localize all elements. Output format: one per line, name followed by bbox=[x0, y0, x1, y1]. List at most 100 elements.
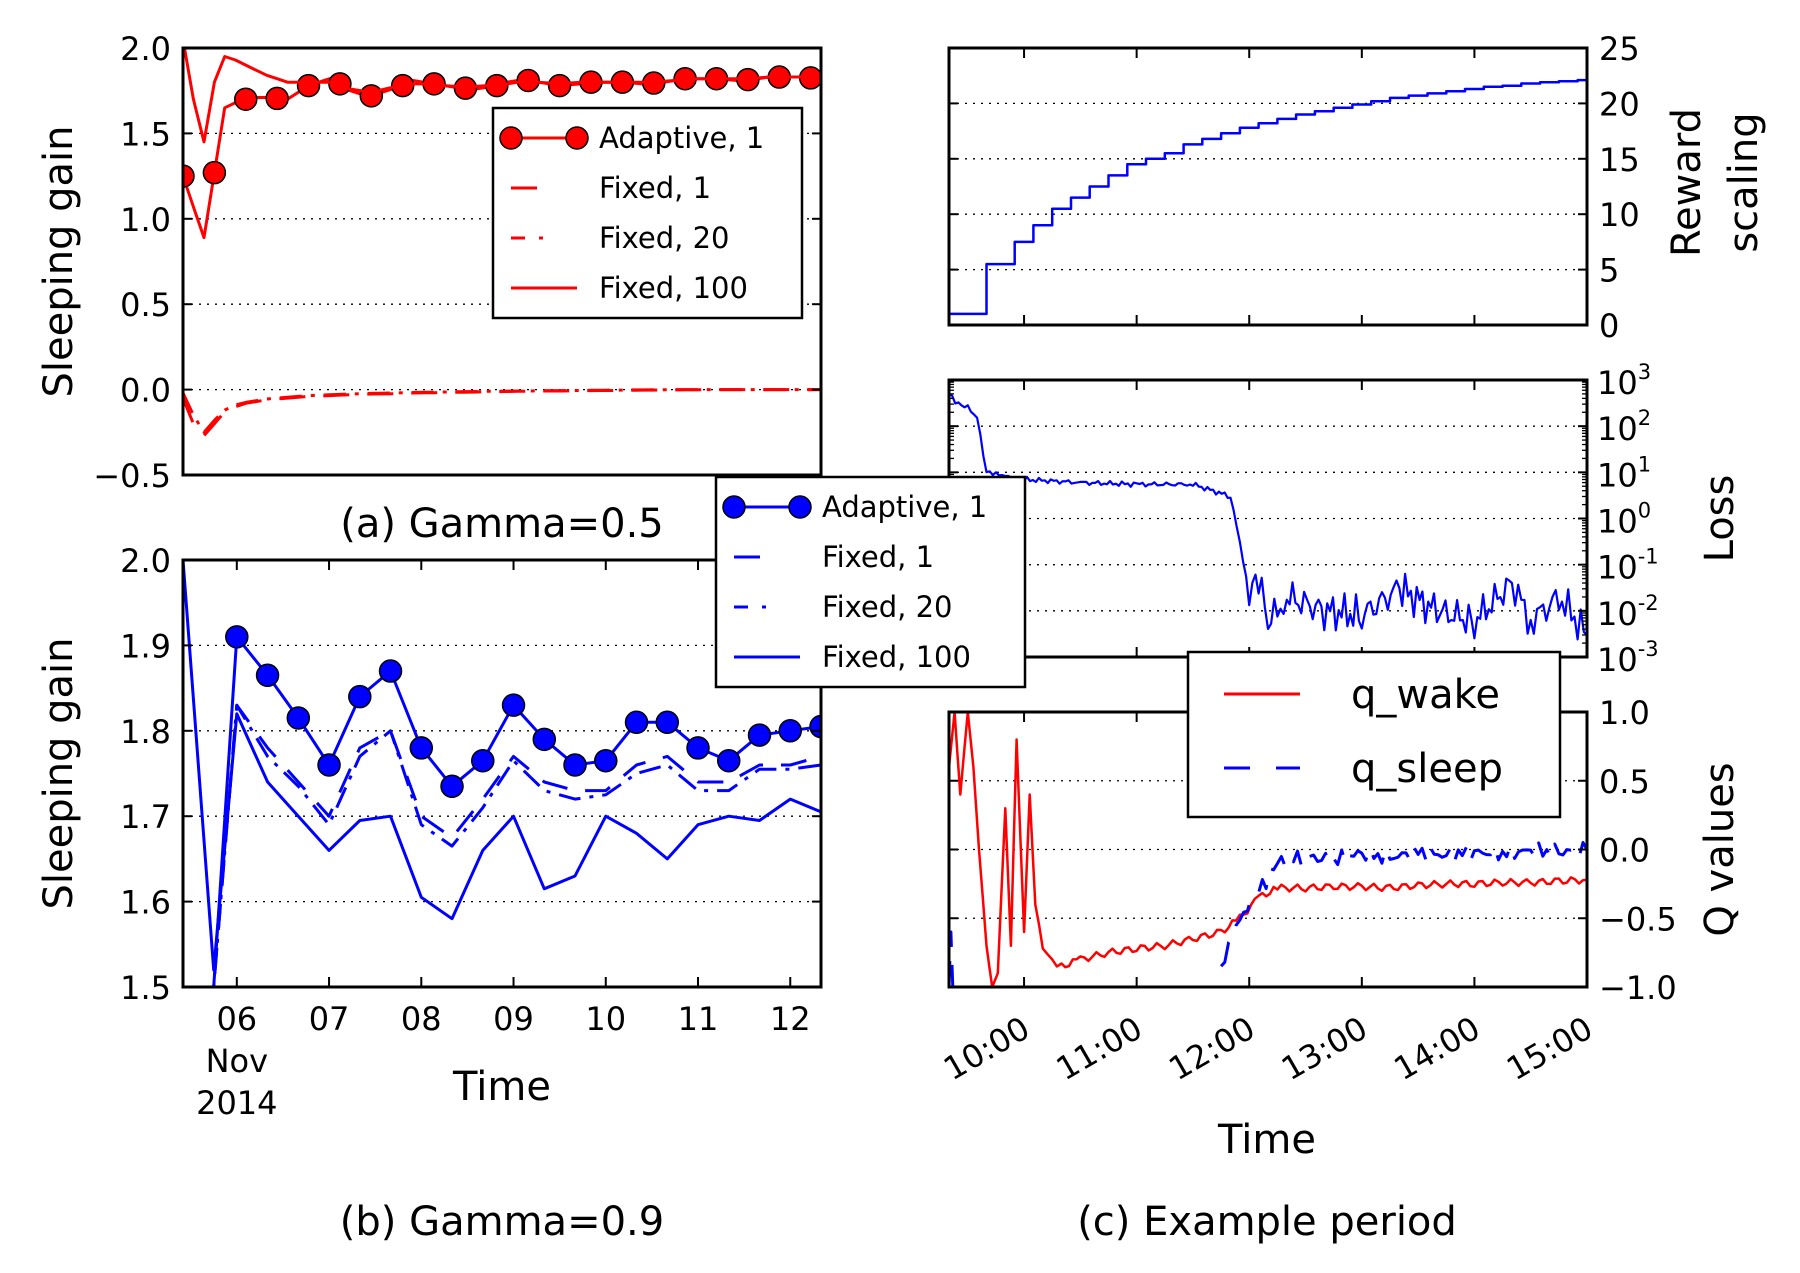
series-b-marker bbox=[409, 736, 434, 760]
series-a-marker bbox=[328, 72, 352, 96]
series-a-marker bbox=[359, 84, 384, 108]
series-b-marker bbox=[778, 719, 803, 743]
legend-a-box bbox=[491, 106, 804, 320]
ytick-label-c3: −0.5 bbox=[1599, 900, 1677, 938]
ytick-label-c1: 25 bbox=[1599, 30, 1640, 68]
xtick-label-b: 10 bbox=[585, 1000, 626, 1038]
series-b-marker bbox=[225, 625, 249, 649]
legend-a-marker bbox=[499, 126, 523, 150]
series-c1-reward-line bbox=[949, 78, 1587, 316]
ytick-label-c1: 10 bbox=[1599, 196, 1640, 234]
ytick-label-c2-exponent: 2 bbox=[1638, 406, 1651, 430]
legend-layer: Adaptive, 1 Fixed, 1 Fixed, 20 Fixed, 100 Ad… bbox=[491, 106, 1562, 819]
ytick-label-a: 0.0 bbox=[120, 372, 171, 410]
series-a-line-2 bbox=[183, 388, 821, 434]
ylabel-c2: Loss bbox=[1697, 475, 1743, 563]
ytick-label-c2-exponent: 1 bbox=[1638, 452, 1651, 476]
xlabel-b: Time bbox=[452, 1064, 551, 1110]
series-c2-loss-line bbox=[949, 392, 1587, 641]
ytick-label-c3: −1.0 bbox=[1599, 969, 1677, 1007]
ytick-label-c1: 15 bbox=[1599, 141, 1640, 179]
ytick-label-b: 1.9 bbox=[120, 627, 171, 665]
ylabel-c1-line1: Reward bbox=[1664, 108, 1710, 257]
series-b-marker bbox=[440, 774, 464, 799]
ytick-label-a: −0.5 bbox=[93, 457, 171, 495]
legend-a-label-1: Fixed, 1 bbox=[599, 171, 711, 205]
series-b-marker bbox=[624, 710, 649, 735]
series-b-marker bbox=[471, 748, 495, 773]
ytick-label-b: 1.6 bbox=[120, 884, 171, 922]
series-b-marker bbox=[563, 753, 587, 777]
xtick-label-b: 07 bbox=[309, 1000, 350, 1038]
ytick-label-c2: 101 bbox=[1597, 452, 1651, 494]
series-a-marker bbox=[453, 76, 478, 100]
ytick-label-c2: 103 bbox=[1597, 360, 1651, 402]
ytick-label-c2: 10-3 bbox=[1597, 637, 1659, 679]
caption-a: (a) Gamma=0.5 bbox=[340, 501, 664, 547]
series-a-marker bbox=[265, 86, 289, 111]
ytick-label-c2-exponent: -1 bbox=[1638, 545, 1659, 569]
axes-c1-frame bbox=[947, 46, 1589, 327]
series-a-marker bbox=[234, 87, 258, 111]
xtick-label-b: 08 bbox=[401, 1000, 442, 1038]
ylabel-c1-line2: scaling bbox=[1721, 112, 1767, 252]
xtick-label-b: 06 bbox=[216, 1000, 257, 1038]
axes-b-frame bbox=[181, 558, 823, 989]
legend-b-label-1: Fixed, 1 bbox=[822, 540, 934, 574]
series-b-marker bbox=[348, 684, 372, 709]
legend-a-label-2: Fixed, 20 bbox=[599, 221, 730, 255]
ytick-label-a: 1.0 bbox=[120, 201, 171, 239]
series-b-marker bbox=[286, 706, 311, 730]
series-b-line-2 bbox=[183, 703, 821, 987]
legend-b-label-2: Fixed, 20 bbox=[822, 590, 953, 624]
ytick-label-c2: 10-1 bbox=[1597, 545, 1659, 587]
axes-c2-frame bbox=[947, 378, 1589, 659]
series-a-marker bbox=[202, 160, 227, 185]
xtick-label-c: 13:00 bbox=[1275, 1009, 1374, 1088]
ylabel-a: Sleeping gain bbox=[36, 125, 82, 397]
axes-a-frame bbox=[181, 46, 823, 477]
series-b-line-1 bbox=[183, 703, 821, 987]
caption-c: (c) Example period bbox=[1077, 1199, 1457, 1245]
series-a-marker bbox=[547, 73, 572, 98]
legend-a-marker bbox=[565, 126, 589, 150]
ytick-label-c3: 1.0 bbox=[1599, 694, 1650, 732]
ytick-label-c2-exponent: 0 bbox=[1638, 499, 1651, 523]
xlabel-c: Time bbox=[1217, 1117, 1316, 1163]
legend-c3-label-0: q_wake bbox=[1351, 672, 1500, 718]
series-b-marker bbox=[686, 736, 710, 760]
ytick-label-b: 1.8 bbox=[120, 713, 171, 751]
ytick-label-a: 0.5 bbox=[120, 286, 171, 324]
ytick-label-c2: 10-2 bbox=[1597, 591, 1659, 633]
series-b-marker bbox=[717, 748, 741, 773]
legend-b-box bbox=[714, 475, 1027, 689]
xtick-sublabel-month: Nov bbox=[206, 1042, 268, 1080]
ylabel-c3: Q values bbox=[1697, 762, 1743, 936]
legend-c3-label-1: q_sleep bbox=[1351, 746, 1503, 792]
series-b-marker bbox=[378, 659, 403, 683]
legend-b-label-0: Adaptive, 1 bbox=[822, 490, 987, 524]
series-a-marker bbox=[516, 68, 540, 93]
xtick-label-b: 12 bbox=[770, 1000, 811, 1038]
legend-a-label-0: Adaptive, 1 bbox=[599, 121, 764, 155]
series-b-marker bbox=[809, 714, 821, 739]
ytick-label-b: 2.0 bbox=[120, 542, 171, 580]
ytick-label-c1: 20 bbox=[1599, 85, 1640, 123]
xtick-label-c: 12:00 bbox=[1162, 1009, 1261, 1088]
ytick-label-c1: 5 bbox=[1599, 252, 1619, 290]
series-b-marker bbox=[594, 748, 618, 773]
series-b-marker bbox=[501, 693, 526, 717]
caption-b: (b) Gamma=0.9 bbox=[340, 1199, 664, 1245]
series-a-line-3 bbox=[183, 48, 821, 144]
ylabel-b: Sleeping gain bbox=[36, 637, 82, 909]
ytick-label-c2-exponent: -3 bbox=[1638, 637, 1659, 661]
series-a-line-1 bbox=[183, 388, 821, 438]
series-c3-qsleep-line bbox=[1219, 841, 1587, 968]
ytick-label-a: 1.5 bbox=[120, 115, 171, 153]
ytick-label-a: 2.0 bbox=[120, 30, 171, 68]
series-b-line-0 bbox=[183, 635, 821, 987]
ytick-label-c1: 0 bbox=[1599, 307, 1619, 345]
legend-c3-box bbox=[1186, 650, 1562, 819]
ytick-label-b: 1.5 bbox=[120, 969, 171, 1007]
